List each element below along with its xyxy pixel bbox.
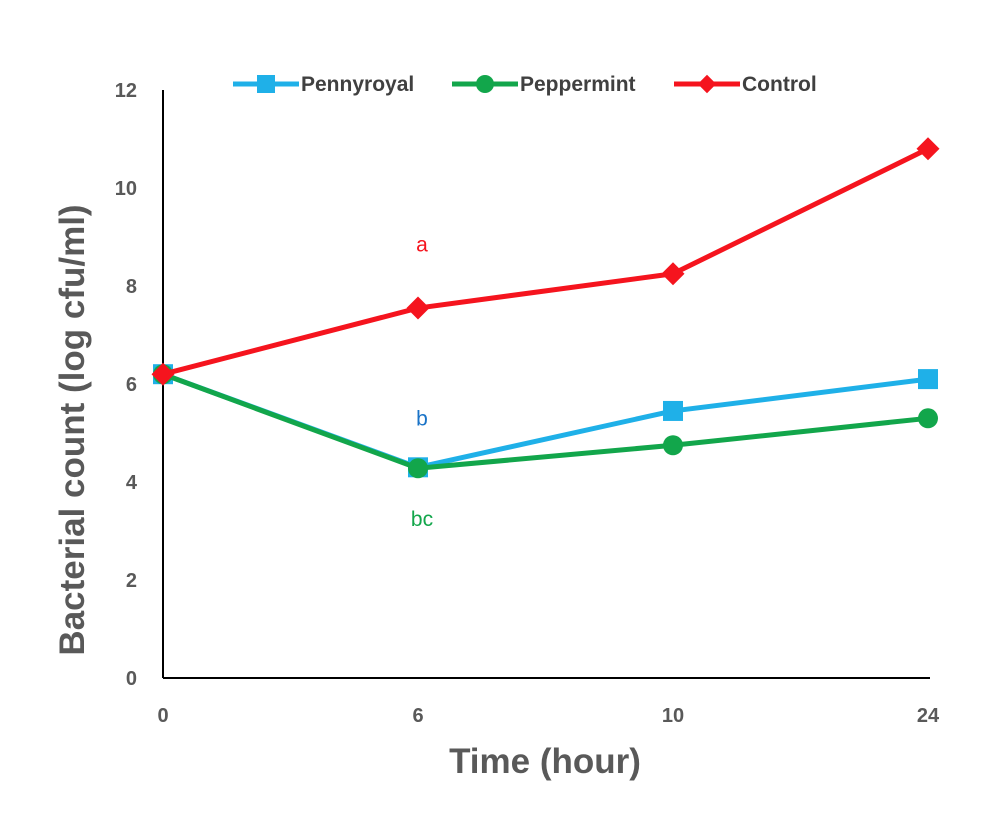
series-line xyxy=(160,146,931,377)
y-tick-label: 2 xyxy=(126,570,137,592)
series-layer xyxy=(151,137,940,479)
legend-item-control: Control xyxy=(674,73,817,96)
legend-item-pennyroyal: Pennyroyal xyxy=(233,73,414,96)
data-point xyxy=(663,400,683,421)
series-pennyroyal xyxy=(153,364,938,478)
series-control xyxy=(151,137,940,386)
x-tick-label: 24 xyxy=(917,705,940,727)
y-tick-label: 4 xyxy=(126,472,138,494)
legend-label: Pennyroyal xyxy=(301,73,414,96)
series-peppermint xyxy=(153,364,938,479)
data-point xyxy=(408,458,428,479)
legend: Pennyroyal Peppermint Control xyxy=(233,73,817,96)
x-tick-label: 6 xyxy=(412,705,423,727)
legend-label: Peppermint xyxy=(520,73,636,96)
data-point xyxy=(151,362,175,386)
y-tick-label: 0 xyxy=(126,668,137,690)
x-axis-title: Time (hour) xyxy=(449,742,641,781)
legend-label: Control xyxy=(742,73,817,96)
data-point xyxy=(406,296,430,320)
significance-label: b xyxy=(416,408,428,431)
legend-marker xyxy=(476,75,494,93)
y-tick-label: 8 xyxy=(126,276,137,298)
data-point xyxy=(661,262,685,286)
x-tick-label: 10 xyxy=(662,705,684,727)
series-line xyxy=(160,371,931,471)
x-tick-label: 0 xyxy=(157,705,168,727)
y-tick-label: 12 xyxy=(115,80,137,102)
legend-item-peppermint: Peppermint xyxy=(452,73,636,96)
y-axis-title: Bacterial count (log cfu/ml) xyxy=(53,204,92,655)
y-tick-label: 6 xyxy=(126,374,137,396)
legend-marker xyxy=(257,75,275,93)
annotations: a b bc xyxy=(411,234,433,531)
data-point xyxy=(918,369,938,390)
data-point xyxy=(916,137,940,161)
data-point xyxy=(663,435,683,456)
data-point xyxy=(918,408,938,429)
significance-label: a xyxy=(416,234,428,257)
significance-label: bc xyxy=(411,508,433,531)
legend-marker xyxy=(697,74,717,94)
series-line xyxy=(160,371,931,470)
y-tick-label: 10 xyxy=(115,178,137,200)
